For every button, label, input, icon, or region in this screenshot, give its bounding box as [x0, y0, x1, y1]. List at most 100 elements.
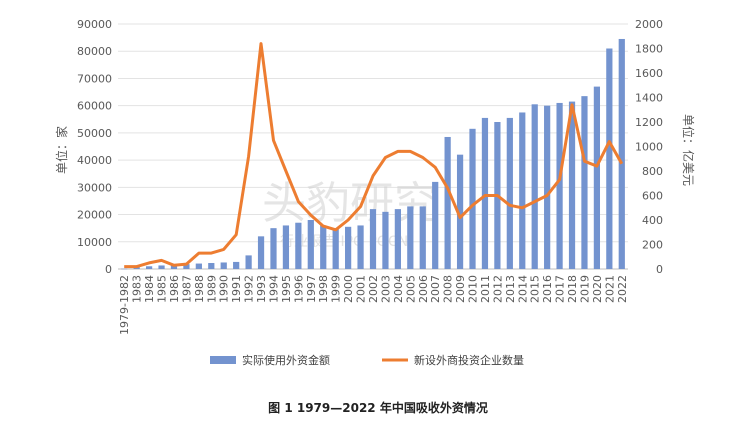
- series-line: [124, 42, 624, 269]
- right-axis-ticks: 0 200 400 600 800 1000 1200 1400 1600 1800 2000: [635, 18, 663, 276]
- bar: [220, 262, 227, 269]
- bar: [618, 38, 625, 269]
- x-tick-label: 2013: [504, 275, 517, 303]
- x-tick-label: 2005: [404, 275, 417, 303]
- bar: [568, 101, 576, 269]
- x-tick-label: 2022: [616, 275, 629, 303]
- right-tick-label: 600: [642, 190, 663, 203]
- bar: [208, 263, 215, 269]
- legend-bar-label: 实际使用外资金额: [242, 353, 330, 367]
- x-tick-label: 2011: [479, 275, 492, 303]
- legend-bar-swatch: [210, 356, 236, 364]
- bar: [345, 226, 352, 269]
- x-tick-label: 2008: [442, 275, 455, 303]
- bar: [233, 261, 240, 269]
- bar: [606, 48, 613, 269]
- bar: [257, 236, 265, 269]
- bar: [556, 102, 563, 269]
- bar: [469, 128, 476, 269]
- bar: [531, 104, 538, 269]
- bar-series: [121, 38, 625, 270]
- x-tick-label: 2019: [578, 275, 591, 303]
- left-tick-label: 80000: [77, 45, 112, 58]
- left-tick-label: 40000: [77, 154, 112, 167]
- bar: [195, 263, 202, 269]
- bar: [581, 96, 588, 269]
- x-tick-label: 1997: [305, 275, 318, 303]
- left-tick-label: 0: [105, 263, 112, 276]
- x-tick-label: 1992: [243, 275, 256, 303]
- x-tick-label: 2009: [454, 275, 467, 303]
- right-tick-label: 1800: [635, 43, 663, 56]
- x-tick-label: 1993: [255, 275, 268, 303]
- bar: [245, 255, 252, 269]
- x-tick-label: 1987: [180, 275, 193, 303]
- bar: [270, 228, 277, 269]
- x-tick-label: 2014: [516, 275, 529, 303]
- x-tick-label: 1989: [205, 275, 218, 303]
- figure-caption: 图 1 1979—2022 年中国吸收外资情况: [268, 401, 488, 415]
- right-tick-label: 1200: [635, 116, 663, 129]
- left-tick-label: 60000: [77, 100, 112, 113]
- x-tick-label: 2012: [491, 275, 504, 303]
- x-tick-label: 1999: [330, 275, 343, 303]
- left-tick-label: 50000: [77, 127, 112, 140]
- bar: [432, 181, 439, 269]
- x-tick-label: 2016: [541, 275, 554, 303]
- left-tick-label: 10000: [77, 236, 112, 249]
- line-series: [124, 42, 624, 269]
- x-tick-label: 1986: [168, 275, 181, 303]
- x-tick-label: 1990: [218, 275, 231, 303]
- x-tick-label: 2017: [554, 275, 567, 303]
- bar: [382, 211, 389, 269]
- bar: [456, 154, 464, 269]
- x-tick-label: 1979-1982: [118, 275, 131, 335]
- x-tick-label: 2003: [379, 275, 392, 303]
- bar: [369, 209, 377, 269]
- x-tick-label: 1991: [230, 275, 243, 303]
- right-tick-label: 1400: [635, 92, 663, 105]
- right-tick-label: 800: [642, 165, 663, 178]
- bar: [593, 86, 601, 269]
- bar: [444, 136, 451, 269]
- x-tick-label: 1996: [292, 275, 305, 303]
- left-tick-label: 90000: [77, 18, 112, 31]
- bar: [158, 265, 165, 269]
- bar: [332, 228, 339, 269]
- x-tick-label: 2001: [355, 275, 368, 303]
- left-tick-label: 20000: [77, 209, 112, 222]
- x-tick-label: 2006: [417, 275, 430, 303]
- bar: [544, 105, 551, 270]
- gridlines: [118, 23, 628, 270]
- x-tick-label: 1998: [317, 275, 330, 303]
- bar: [295, 222, 302, 269]
- x-tick-label: 2021: [603, 275, 616, 303]
- x-tick-label: 1994: [267, 275, 280, 303]
- x-tick-label: 1988: [193, 275, 206, 303]
- bar: [419, 206, 426, 269]
- bar: [519, 112, 526, 269]
- right-tick-label: 400: [642, 214, 663, 227]
- bar: [357, 225, 364, 269]
- right-tick-label: 2000: [635, 18, 663, 31]
- legend: 实际使用外资金额 新设外商投资企业数量: [210, 353, 524, 367]
- left-axis-title: 单位：家: [54, 126, 69, 174]
- bar: [394, 209, 401, 269]
- x-tick-label: 2004: [392, 275, 405, 303]
- right-tick-label: 0: [656, 263, 663, 276]
- x-tick-label: 1985: [156, 275, 169, 303]
- x-tick-label: 2020: [591, 275, 604, 303]
- left-tick-label: 70000: [77, 72, 112, 85]
- bar: [183, 264, 190, 269]
- bar: [506, 117, 513, 270]
- x-tick-label: 1984: [143, 275, 156, 303]
- x-tick-label: 1995: [280, 275, 293, 303]
- bar: [170, 264, 178, 269]
- right-tick-label: 1600: [635, 67, 663, 80]
- bar: [320, 225, 327, 269]
- left-tick-label: 30000: [77, 181, 112, 194]
- legend-line-label: 新设外商投资企业数量: [414, 353, 524, 367]
- x-tick-label: 1983: [131, 275, 144, 303]
- right-tick-label: 200: [642, 239, 663, 252]
